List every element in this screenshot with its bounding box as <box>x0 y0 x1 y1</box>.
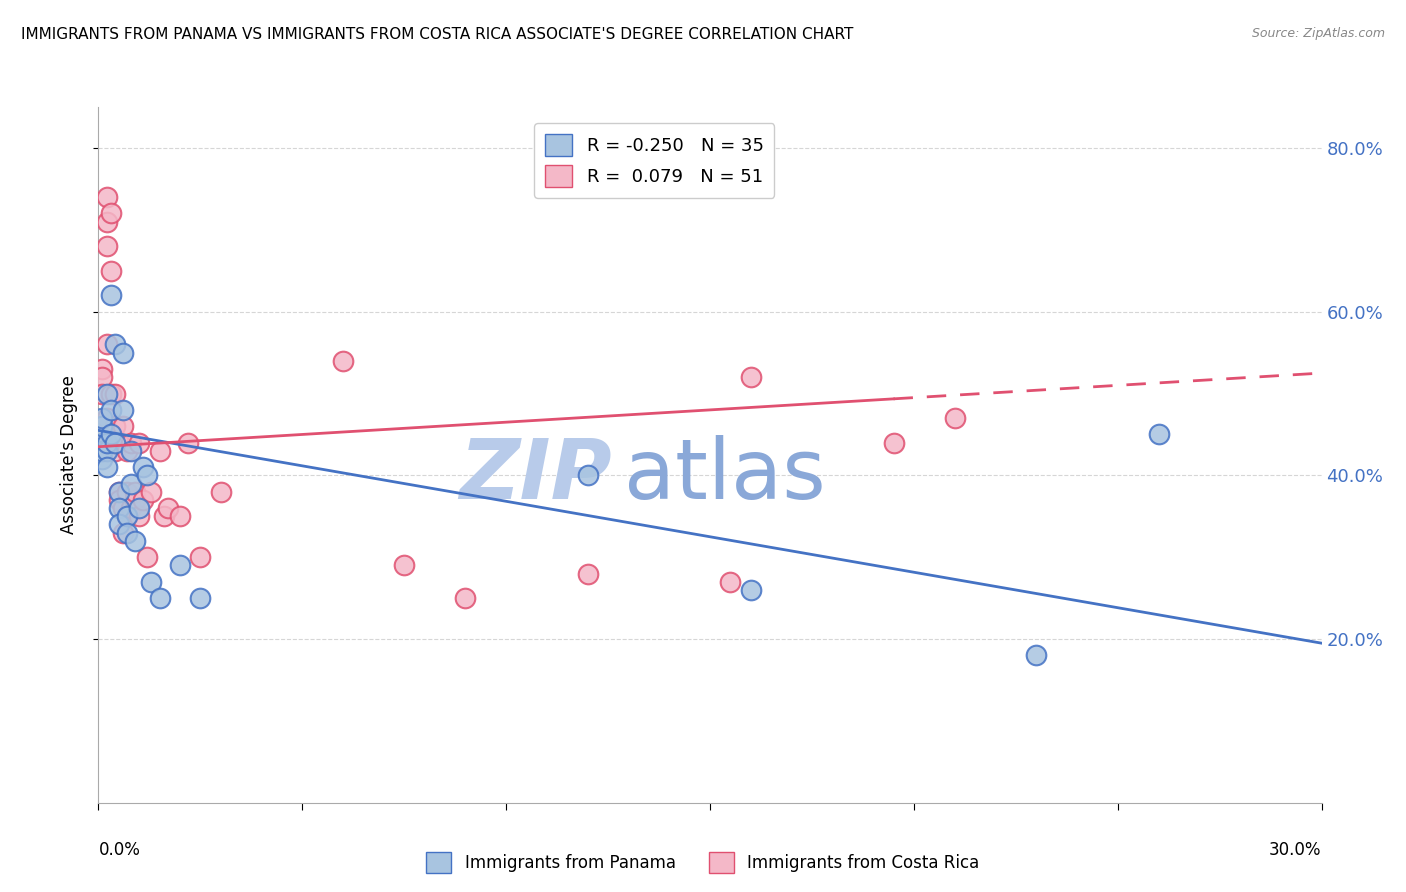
Point <box>124 492 146 507</box>
Point <box>720 574 742 589</box>
Point <box>104 435 127 450</box>
Point <box>177 435 200 450</box>
Text: 0.0%: 0.0% <box>98 841 141 859</box>
Point <box>108 435 131 450</box>
Point <box>120 443 142 458</box>
Point <box>115 509 138 524</box>
Point <box>156 501 179 516</box>
Point <box>91 411 114 425</box>
Point <box>91 435 114 450</box>
Point <box>91 435 114 450</box>
Point <box>115 443 138 458</box>
Point <box>96 435 118 450</box>
Point <box>115 484 138 499</box>
Point <box>136 550 159 565</box>
Point <box>152 509 174 524</box>
Point <box>108 517 131 532</box>
Point <box>100 403 122 417</box>
Point <box>100 206 122 220</box>
Point <box>141 574 163 589</box>
Point <box>100 386 122 401</box>
Point <box>740 582 762 597</box>
Point <box>115 525 138 540</box>
Point <box>100 264 122 278</box>
Point <box>454 591 477 606</box>
Point <box>108 435 131 450</box>
Point <box>132 492 155 507</box>
Point <box>111 403 134 417</box>
Point <box>96 190 118 204</box>
Point <box>128 435 150 450</box>
Point <box>96 460 118 475</box>
Point <box>576 566 599 581</box>
Text: atlas: atlas <box>624 435 827 516</box>
Point <box>104 386 127 401</box>
Point <box>136 468 159 483</box>
Point <box>141 484 163 499</box>
Point <box>91 419 114 434</box>
Text: ZIP: ZIP <box>460 435 612 516</box>
Point <box>96 239 118 253</box>
Point <box>124 533 146 548</box>
Legend: R = -0.250   N = 35, R =  0.079   N = 51: R = -0.250 N = 35, R = 0.079 N = 51 <box>534 123 775 198</box>
Point <box>169 509 191 524</box>
Text: 30.0%: 30.0% <box>1270 841 1322 859</box>
Point <box>120 501 142 516</box>
Point <box>91 362 114 376</box>
Point <box>96 443 118 458</box>
Point <box>576 468 599 483</box>
Point <box>104 419 127 434</box>
Point <box>111 525 134 540</box>
Point <box>1147 427 1170 442</box>
Point <box>128 509 150 524</box>
Point <box>943 411 966 425</box>
Point <box>209 484 232 499</box>
Point <box>91 443 114 458</box>
Point <box>120 435 142 450</box>
Point <box>91 370 114 384</box>
Text: Source: ZipAtlas.com: Source: ZipAtlas.com <box>1251 27 1385 40</box>
Point <box>104 435 127 450</box>
Point <box>96 411 118 425</box>
Point <box>104 337 127 351</box>
Point <box>91 452 114 467</box>
Point <box>96 337 118 351</box>
Point <box>124 484 146 499</box>
Point <box>111 501 134 516</box>
Legend: Immigrants from Panama, Immigrants from Costa Rica: Immigrants from Panama, Immigrants from … <box>420 846 986 880</box>
Point <box>1025 648 1047 663</box>
Point <box>108 484 131 499</box>
Point <box>115 509 138 524</box>
Point <box>111 345 134 359</box>
Point <box>91 386 114 401</box>
Point <box>96 386 118 401</box>
Point <box>128 501 150 516</box>
Point <box>108 501 131 516</box>
Text: IMMIGRANTS FROM PANAMA VS IMMIGRANTS FROM COSTA RICA ASSOCIATE'S DEGREE CORRELAT: IMMIGRANTS FROM PANAMA VS IMMIGRANTS FRO… <box>21 27 853 42</box>
Point <box>96 214 118 228</box>
Point <box>108 484 131 499</box>
Point <box>740 370 762 384</box>
Point <box>104 443 127 458</box>
Point <box>100 427 122 442</box>
Point <box>332 353 354 368</box>
Point <box>108 492 131 507</box>
Point <box>188 591 212 606</box>
Point <box>111 419 134 434</box>
Point <box>392 558 416 573</box>
Point <box>883 435 905 450</box>
Point <box>120 476 142 491</box>
Point <box>132 460 155 475</box>
Point <box>149 591 172 606</box>
Point <box>100 435 122 450</box>
Point <box>169 558 191 573</box>
Point <box>100 288 122 302</box>
Point <box>188 550 212 565</box>
Y-axis label: Associate's Degree: Associate's Degree <box>59 376 77 534</box>
Point <box>149 443 172 458</box>
